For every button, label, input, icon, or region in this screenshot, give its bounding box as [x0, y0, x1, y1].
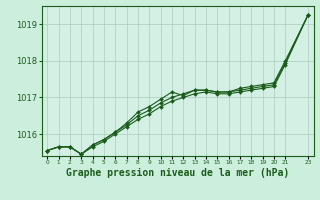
X-axis label: Graphe pression niveau de la mer (hPa): Graphe pression niveau de la mer (hPa): [66, 168, 289, 178]
